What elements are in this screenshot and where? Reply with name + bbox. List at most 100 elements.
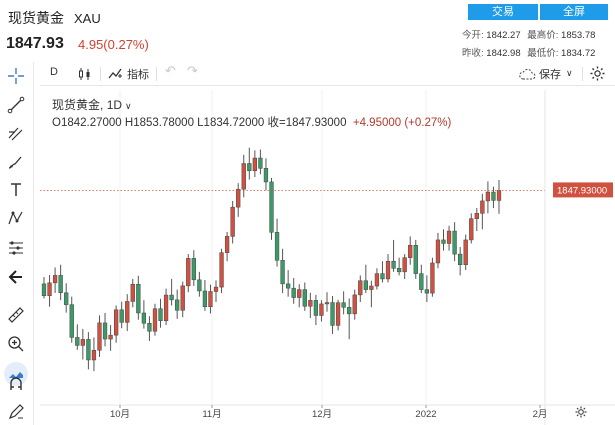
candle-up: [374, 273, 380, 287]
axis-settings-gear-icon[interactable]: [575, 406, 587, 418]
candle-down: [119, 309, 124, 323]
chevron-down-icon[interactable]: ∨: [566, 68, 573, 78]
low-value: 1834.72: [561, 48, 596, 59]
settings-gear-icon[interactable]: [589, 65, 606, 82]
trend-line-icon[interactable]: [6, 95, 26, 115]
redo-icon[interactable]: ↷: [187, 63, 198, 78]
candle-down: [424, 289, 430, 294]
candle-up: [47, 282, 52, 297]
fib-retracement-icon[interactable]: [6, 123, 26, 143]
candle-up: [252, 157, 257, 172]
candle-up: [80, 339, 85, 346]
chart-legend-title: 现货黄金, 1D ∨: [52, 98, 132, 112]
candle-up: [241, 163, 246, 190]
candle-up: [108, 334, 113, 340]
candle-up: [230, 206, 235, 237]
candle-up: [308, 300, 313, 307]
candle-up: [446, 230, 452, 244]
candle-up: [385, 260, 391, 280]
candle-down: [302, 289, 307, 307]
price-change: 4.95(0.27%): [78, 37, 149, 52]
ruler-icon[interactable]: [6, 305, 26, 325]
candle-down: [380, 273, 385, 280]
crosshair-icon[interactable]: [6, 66, 26, 86]
last-price-tag: 1847.93000: [553, 182, 613, 198]
candles-group: [41, 147, 502, 372]
toolbar-divider: [156, 67, 157, 81]
prediction-icon[interactable]: [6, 238, 26, 258]
lock-drawing-icon[interactable]: [6, 402, 26, 422]
fullscreen-button[interactable]: 全屏: [540, 4, 608, 20]
candle-up: [180, 285, 185, 311]
candle-up: [435, 239, 441, 264]
price-chart[interactable]: 1847.93000 10月 11月 12月 2022 2月: [40, 90, 615, 425]
candle-up: [402, 257, 407, 273]
x-tick-label: 11月: [202, 409, 221, 420]
candle-down: [347, 307, 352, 315]
x-tick-label: 10月: [110, 409, 130, 420]
candle-down: [247, 163, 252, 172]
stats-row-2: 昨收: 1842.98 最低价: 1834.72: [462, 45, 599, 59]
indicators-button[interactable]: 指标: [127, 69, 149, 81]
candle-down: [391, 260, 396, 269]
candlestick-style-icon[interactable]: [77, 66, 93, 82]
candle-down: [141, 312, 147, 324]
candle-up: [485, 191, 491, 202]
candle-down: [86, 339, 91, 361]
open-value: 1842.27: [486, 30, 521, 41]
candle-down: [441, 239, 446, 244]
toolbar-divider: [582, 67, 583, 81]
pattern-icon[interactable]: [6, 208, 26, 228]
magnet-icon[interactable]: [6, 374, 26, 394]
candle-down: [363, 280, 368, 290]
chart-toolbar: D 指标 ↶ ↷ 保存 ∨: [40, 62, 615, 86]
candle-up: [352, 294, 357, 315]
candle-down: [158, 308, 163, 322]
candle-up: [369, 285, 374, 290]
candle-down: [491, 191, 496, 201]
arrow-left-icon[interactable]: [6, 267, 26, 287]
chart-grid: [119, 90, 427, 405]
candle-up: [219, 252, 224, 288]
zoom-in-icon[interactable]: [6, 334, 26, 354]
candle-up: [319, 303, 324, 316]
instrument-title: 现货黄金 XAU: [8, 8, 101, 28]
candle-down: [258, 157, 263, 169]
toolbar-divider: [100, 67, 101, 81]
legend-interval[interactable]: 1D: [106, 98, 123, 112]
candle-up: [236, 188, 241, 208]
brush-icon[interactable]: [6, 152, 26, 172]
candle-up: [152, 308, 158, 332]
candle-down: [330, 302, 335, 326]
interval-selector[interactable]: D: [50, 66, 58, 78]
prev-close-value: 1842.98: [486, 48, 521, 59]
trade-button[interactable]: 交易: [468, 4, 538, 20]
candle-down: [197, 279, 202, 292]
undo-icon[interactable]: ↶: [165, 63, 176, 78]
candle-down: [458, 253, 463, 266]
candle-down: [169, 294, 174, 301]
candle-up: [125, 301, 130, 323]
text-icon[interactable]: [6, 180, 26, 200]
save-button[interactable]: 保存: [539, 69, 561, 81]
candle-up: [224, 236, 230, 253]
candle-down: [263, 168, 269, 183]
candle-up: [335, 302, 341, 326]
prev-close-label: 昨收:: [462, 48, 484, 59]
cloud-icon[interactable]: [518, 67, 536, 81]
instrument-code: XAU: [74, 11, 101, 26]
candle-up: [130, 284, 135, 302]
high-label: 最高价:: [527, 30, 559, 41]
candle-down: [341, 302, 346, 308]
candle-down: [419, 273, 424, 290]
legend-chevron-icon[interactable]: ∨: [125, 101, 132, 111]
chart-legend-values: O1842.27000 H1853.78000 L1834.72000 收=18…: [52, 114, 451, 130]
indicators-icon[interactable]: [107, 66, 123, 82]
candle-up: [358, 280, 363, 296]
time-axis: 10月 11月 12月 2022 2月: [110, 405, 547, 420]
candle-down: [69, 304, 74, 338]
candle-up: [186, 258, 191, 287]
candle-down: [102, 322, 108, 340]
cloud-layout-button[interactable]: [4, 362, 28, 386]
candle-up: [52, 275, 58, 284]
